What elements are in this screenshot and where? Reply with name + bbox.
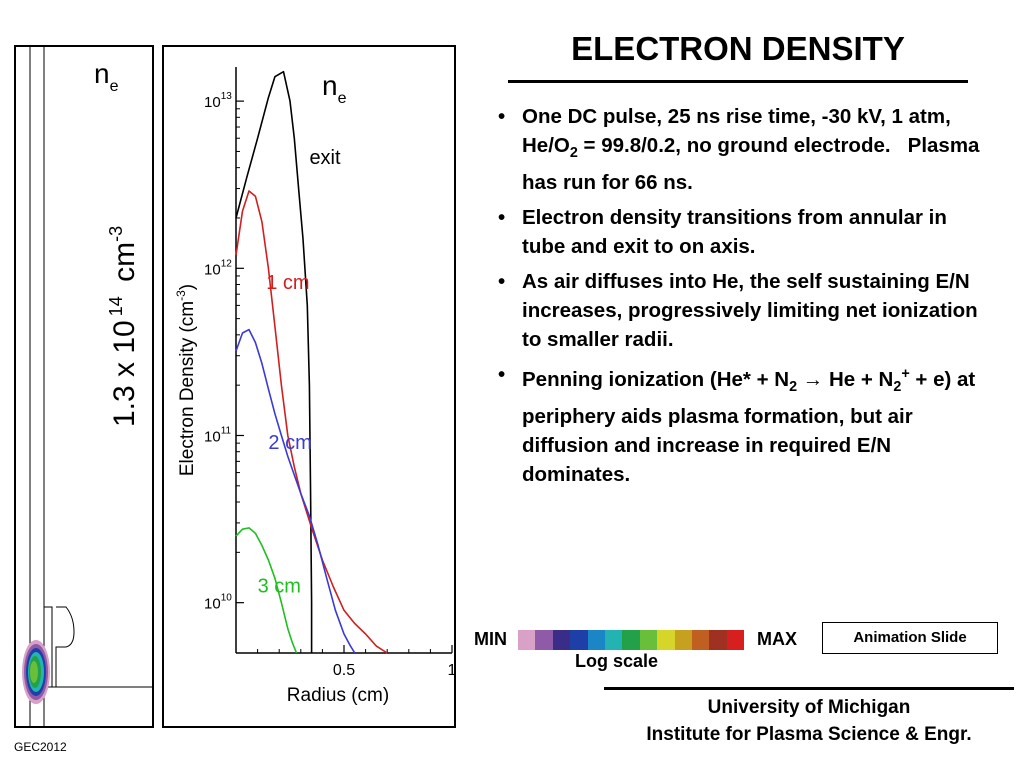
bullet-dot-icon: • xyxy=(498,270,506,294)
scale-caption: Log scale xyxy=(575,651,659,671)
density-image-svg: ne 1.3 x 1014 cm-3 xyxy=(22,47,152,726)
electron-density-chart: 1010 1011 1012 1013 0.5 1 exit 1 cm 2 cm 3 cm ne Ra… xyxy=(174,67,457,706)
slide-tag: GEC2012 xyxy=(14,740,67,754)
color-scale-swatch xyxy=(604,630,623,650)
ne-label: ne xyxy=(94,58,119,95)
tube-outline xyxy=(44,606,53,687)
series-line xyxy=(235,527,298,654)
color-scale-swatch xyxy=(552,630,571,650)
footer-department: Institute for Plasma Science & Engr. xyxy=(646,724,972,745)
color-scale-swatch xyxy=(622,630,640,650)
slide-title: ELECTRON DENSITY xyxy=(571,30,905,67)
color-scale-swatch xyxy=(587,630,605,650)
color-scale-swatch xyxy=(674,630,692,650)
series-label: 2 cm xyxy=(268,432,311,454)
scale-max-label: MAX xyxy=(757,629,797,649)
footer-institution: University of Michigan xyxy=(707,697,911,718)
chart-text: 1010 1011 1012 1013 0.5 1 exit 1 cm 2 cm 3 cm ne Ra… xyxy=(174,70,457,706)
series-line xyxy=(235,328,356,654)
bullet-text: One DC pulse, 25 ns rise time, -30 kV, 1… xyxy=(522,105,980,195)
plasma-blob xyxy=(30,661,38,683)
bullet-dot-icon: • xyxy=(498,363,506,387)
footer-divider xyxy=(604,687,1014,690)
bullet-text: Electron density transitions from annula… xyxy=(522,206,947,259)
y-tick-label: 1011 xyxy=(204,425,232,445)
color-scale-swatch xyxy=(726,630,745,650)
color-scale-bar xyxy=(518,630,745,650)
color-scale-swatch xyxy=(535,630,553,650)
scale-min-label: MIN xyxy=(474,629,507,649)
bullet-item: • One DC pulse, 25 ns rise time, -30 kV, … xyxy=(496,102,986,197)
animation-slide-box: Animation Slide xyxy=(822,622,998,654)
y-tick-label: 1013 xyxy=(204,91,232,111)
color-scale-swatch xyxy=(709,630,727,650)
chart-panel: 1010 1011 1012 1013 0.5 1 exit 1 cm 2 cm 3 cm ne Ra… xyxy=(162,45,457,728)
series-line xyxy=(235,70,313,653)
bullet-item: • Penning ionization (He* + N2 → He + N2+… xyxy=(496,360,986,489)
tube-outline xyxy=(55,606,75,687)
color-scale-swatch xyxy=(570,630,588,650)
bullet-dot-icon: • xyxy=(498,105,506,128)
bullet-text: Penning ionization (He* + N2 → He + N2+ … xyxy=(522,366,976,487)
color-scale-swatch xyxy=(639,630,658,650)
bullet-item: • Electron density transitions from annul… xyxy=(496,203,986,261)
series-line xyxy=(235,190,388,654)
x-tick-label: 0.5 xyxy=(333,662,355,679)
chart-title: ne xyxy=(322,70,347,107)
peak-density-label: 1.3 x 1014 cm-3 xyxy=(106,226,141,427)
y-tick-label: 1010 xyxy=(204,593,232,613)
x-tick-label: 1 xyxy=(448,662,454,679)
bullet-text: As air diffuses into He, the self sustai… xyxy=(522,270,978,352)
density-image-panel: ne 1.3 x 1014 cm-3 xyxy=(14,45,154,728)
title-divider xyxy=(508,80,968,83)
x-axis-label: Radius (cm) xyxy=(287,685,389,706)
color-scale-swatch xyxy=(657,630,675,650)
bullet-dot-icon: • xyxy=(498,206,506,230)
series-label: 3 cm xyxy=(258,576,301,598)
series-label: exit xyxy=(309,147,341,169)
y-axis-label: Electron Density (cm-3) xyxy=(174,284,198,476)
color-scale-swatch xyxy=(691,630,710,650)
bullet-item: • As air diffuses into He, the self susta… xyxy=(496,267,986,354)
bullet-list: • One DC pulse, 25 ns rise time, -30 kV, … xyxy=(496,102,986,495)
chart-axes xyxy=(235,67,453,654)
series-label: 1 cm xyxy=(266,272,309,294)
chart-series xyxy=(235,70,388,654)
color-scale-swatch xyxy=(518,630,536,650)
y-tick-label: 1012 xyxy=(204,258,232,278)
